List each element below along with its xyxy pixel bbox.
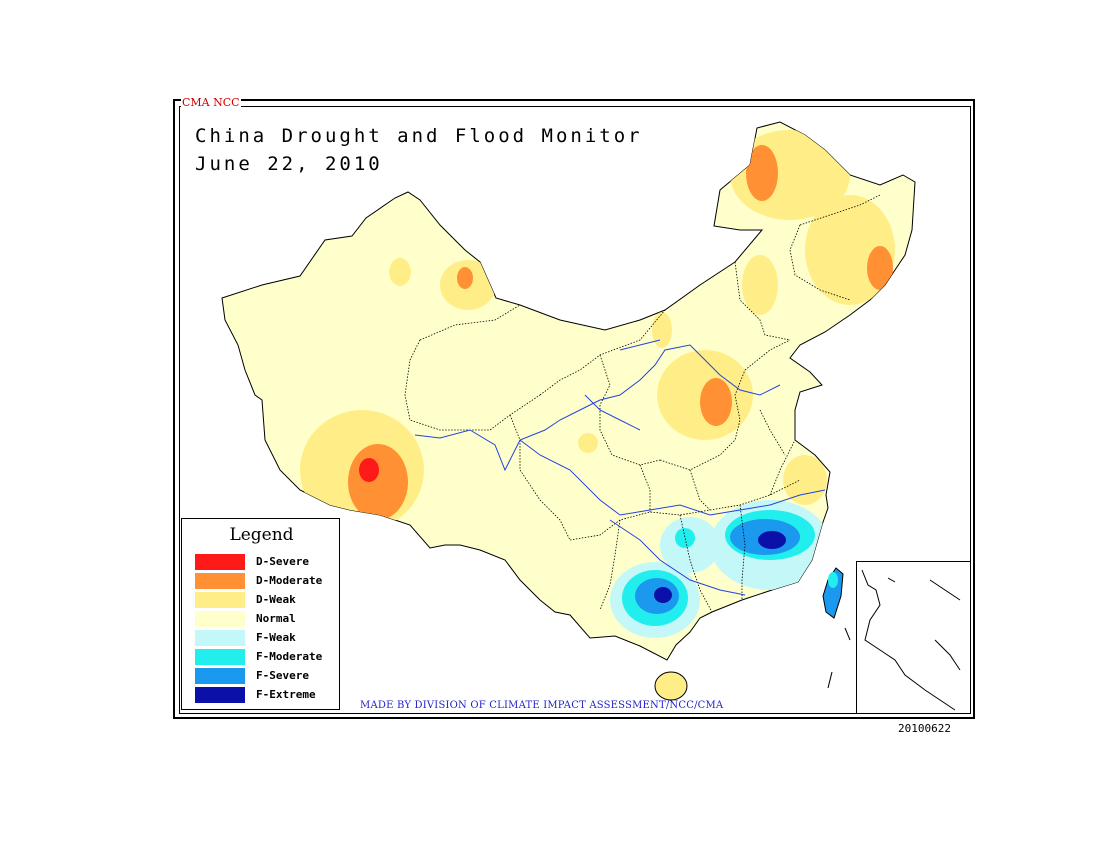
drought-moderate-jilin bbox=[867, 246, 893, 290]
legend-label: D-Severe bbox=[256, 555, 309, 568]
map-title: China Drought and Flood Monitor bbox=[195, 125, 643, 147]
province-boundaries bbox=[404, 194, 881, 613]
taiwan-weak-flood bbox=[828, 572, 838, 588]
anomaly-regions bbox=[300, 130, 895, 638]
drought-moderate-xinjiang bbox=[457, 267, 473, 289]
legend-item-f-moderate: F-Moderate bbox=[195, 649, 335, 666]
legend-label: Normal bbox=[256, 612, 296, 625]
coastline-marks bbox=[827, 627, 851, 689]
taiwan-island bbox=[822, 567, 844, 619]
drought-weak-xinjiang-a bbox=[389, 258, 411, 286]
hainan-island bbox=[654, 671, 688, 701]
legend-item-d-moderate: D-Moderate bbox=[195, 573, 335, 590]
legend-item-f-severe: F-Severe bbox=[195, 668, 335, 685]
flood-extreme-guangxi bbox=[654, 587, 672, 603]
legend-label: F-Weak bbox=[256, 631, 296, 644]
rivers bbox=[414, 339, 826, 596]
legend-item-f-extreme: F-Extreme bbox=[195, 687, 335, 704]
legend-item-d-severe: D-Severe bbox=[195, 554, 335, 571]
legend-item-d-weak: D-Weak bbox=[195, 592, 335, 609]
date-code: 20100622 bbox=[898, 722, 951, 735]
drought-weak-inner-mongolia bbox=[742, 255, 778, 315]
legend: Legend D-Severe D-Moderate D-Weak Normal… bbox=[181, 518, 340, 710]
legend-swatch bbox=[195, 687, 245, 703]
map-outer-frame bbox=[173, 99, 975, 719]
legend-label: F-Severe bbox=[256, 669, 309, 682]
map-inner-frame bbox=[179, 106, 971, 714]
legend-swatch bbox=[195, 573, 245, 589]
map-date: June 22, 2010 bbox=[195, 153, 383, 175]
legend-swatch bbox=[195, 611, 245, 627]
drought-weak-sichuan bbox=[578, 433, 598, 453]
flood-moderate-hunan bbox=[675, 528, 695, 548]
legend-swatch bbox=[195, 668, 245, 684]
drought-severe-tibet bbox=[359, 458, 379, 482]
credit-line: MADE BY DIVISION OF CLIMATE IMPACT ASSES… bbox=[360, 700, 724, 711]
drought-moderate-heilongjiang bbox=[746, 145, 778, 201]
legend-item-f-weak: F-Weak bbox=[195, 630, 335, 647]
source-label: CMA NCC bbox=[181, 96, 241, 109]
legend-label: F-Extreme bbox=[256, 688, 316, 701]
drought-weak-gansu bbox=[652, 312, 672, 348]
drought-moderate-tibet bbox=[348, 444, 408, 520]
legend-swatch bbox=[195, 630, 245, 646]
legend-swatch bbox=[195, 554, 245, 570]
south-china-sea-inset-map bbox=[861, 569, 961, 711]
legend-label: D-Moderate bbox=[256, 574, 323, 587]
legend-label: F-Moderate bbox=[256, 650, 323, 663]
flood-extreme-jiangxi bbox=[758, 531, 786, 549]
drought-weak-east bbox=[783, 455, 827, 505]
legend-item-normal: Normal bbox=[195, 611, 335, 628]
legend-swatch bbox=[195, 649, 245, 665]
south-china-sea-inset bbox=[856, 561, 970, 714]
drought-moderate-shanxi bbox=[700, 378, 732, 426]
legend-title: Legend bbox=[229, 525, 294, 545]
legend-label: D-Weak bbox=[256, 593, 296, 606]
legend-swatch bbox=[195, 592, 245, 608]
